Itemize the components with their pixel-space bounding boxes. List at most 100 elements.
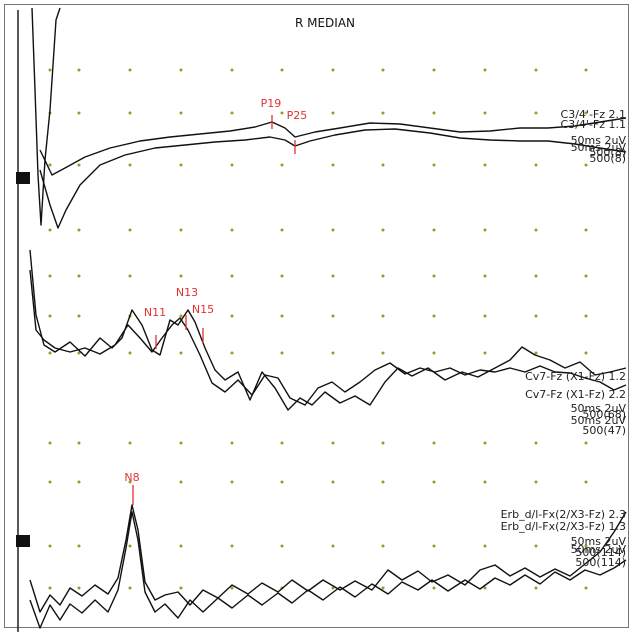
grid-dot [230,111,234,115]
grid-dot [331,544,335,548]
grid-dot [534,441,538,445]
grid-dot [280,111,284,115]
grid-dot [128,544,132,548]
channel-handle-erb[interactable] [16,535,30,547]
grid-dot [432,68,436,72]
grid-dot [128,441,132,445]
grid-dot [77,441,81,445]
grid-dot [432,480,436,484]
grid-dot [331,163,335,167]
chart-title: R MEDIAN [295,16,355,30]
grid-dot [280,68,284,72]
grid-dot [381,480,385,484]
grid-dot [230,68,234,72]
grid-dot [483,441,487,445]
grid-dot [230,480,234,484]
waveform-trace [39,128,627,229]
grid-dot [77,274,81,278]
grid-dot [331,351,335,355]
channel-avg: 500(8) [589,146,626,159]
waveform-trace [29,269,627,406]
grid-dot [432,586,436,590]
channel-handle-cortical[interactable] [16,172,30,184]
waveform-trace [31,7,61,226]
grid-dot [179,544,183,548]
grid-dot [381,228,385,232]
grid-dot [584,163,588,167]
grid-dot [483,274,487,278]
grid-dot [534,314,538,318]
grid-dot [179,111,183,115]
grid-dot [280,480,284,484]
grid-dot [331,314,335,318]
grid-dot [77,480,81,484]
grid-dot [483,351,487,355]
peak-marker-n15[interactable]: N15 [192,303,214,316]
grid-dot [584,111,588,115]
channel-settings: 50ms 2uV [571,141,627,154]
grid-dot [381,544,385,548]
grid-dot [534,351,538,355]
grid-dot [280,228,284,232]
peak-marker-n8[interactable]: N8 [124,471,139,484]
channel-label: Erb_d/l-Fx(2/X3-Fz) 1.3 [501,520,626,533]
grid-dot [534,68,538,72]
grid-dot [432,351,436,355]
peak-marker-n11[interactable]: N11 [144,306,166,319]
grid-dot [48,544,52,548]
grid-dot [179,274,183,278]
plot-frame [4,4,629,628]
grid-dot [534,163,538,167]
grid-dot [179,441,183,445]
grid-dot [381,111,385,115]
grid-dot [128,68,132,72]
channel-avg: 500(68) [582,408,626,421]
grid-dot [584,68,588,72]
grid-dot [230,586,234,590]
grid-dot [381,441,385,445]
grid-dot [584,441,588,445]
channel-settings: 50ms 2uV [571,543,627,556]
grid-dot [179,586,183,590]
grid-dot [77,351,81,355]
grid-dot [48,68,52,72]
grid-dot [230,544,234,548]
grid-dot [534,111,538,115]
grid-dot [280,274,284,278]
grid-dot [128,351,132,355]
peak-marker-n13[interactable]: N13 [176,286,198,299]
grid-dot [77,68,81,72]
grid-dot [331,111,335,115]
grid-dot [432,441,436,445]
grid-dot [77,544,81,548]
peak-marker-p19[interactable]: P19 [261,97,282,110]
peak-marker-p25[interactable]: P25 [287,109,308,122]
grid-dot [584,314,588,318]
grid-dot [48,351,52,355]
grid-dot [77,111,81,115]
grid-dot [483,68,487,72]
grid-dot [280,351,284,355]
grid-dot [534,228,538,232]
grid-dot [584,228,588,232]
grid-dot [128,480,132,484]
channel-label: C3/4'-Fz 1.1 [561,118,626,131]
channel-label: C3/4'-Fz 2.1 [561,108,626,121]
grid-dot [48,441,52,445]
grid-dot [584,480,588,484]
grid-dot [432,228,436,232]
peak-markers: P19 P25 N11 N13 N15 N8 [124,97,307,505]
channel-settings: 50ms 2uV [571,134,627,147]
grid-dot [179,351,183,355]
grid-dot [48,586,52,590]
grid-dot [483,163,487,167]
grid-dot [48,274,52,278]
grid-dot [331,68,335,72]
grid-dot [584,351,588,355]
grid-dot [230,228,234,232]
grid-dot [48,163,52,167]
grid-dot [331,441,335,445]
grid-dot [128,274,132,278]
grid-dot [179,163,183,167]
